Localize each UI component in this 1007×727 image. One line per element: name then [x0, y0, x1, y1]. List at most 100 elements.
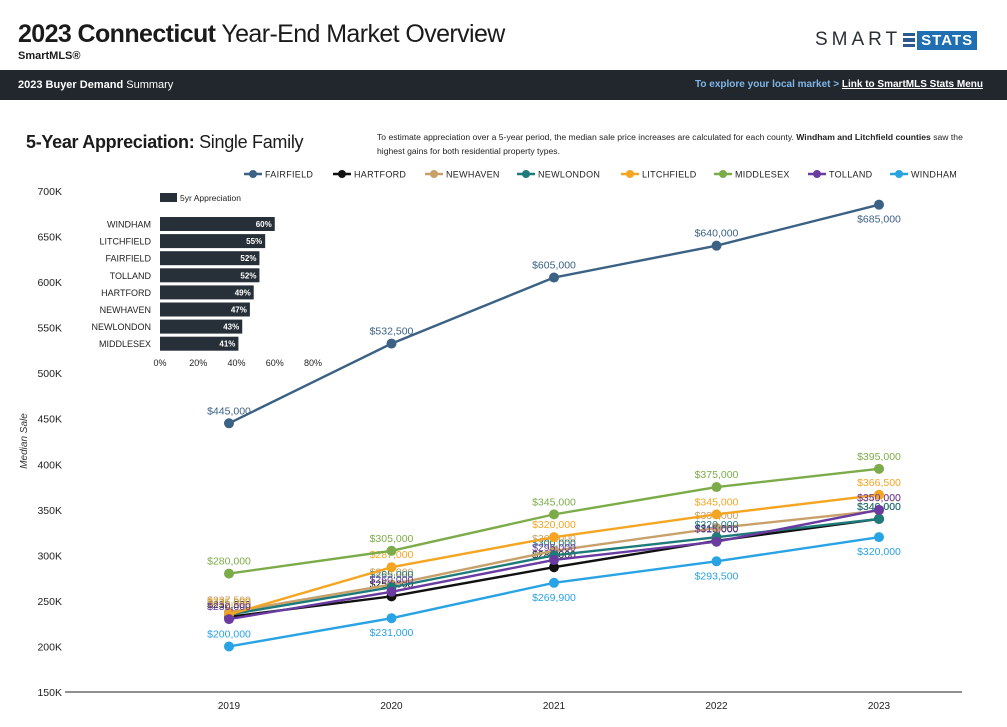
inset-bar [160, 302, 250, 317]
data-label-newhaven: $237,500 [207, 594, 251, 606]
data-label-windham: $231,000 [370, 627, 414, 639]
data-point-windham [549, 577, 559, 588]
nav-section-label: 2023 Buyer Demand Summary [18, 79, 173, 91]
data-label-hartford: $232,500 [207, 599, 251, 611]
data-label-tolland: $260,000 [370, 574, 414, 586]
inset-x-tick-label: 40% [227, 358, 245, 368]
legend-label: TOLLAND [829, 170, 873, 180]
nav-bar: 2023 Buyer Demand Summary To explore you… [0, 70, 1007, 100]
data-point-fairfield [224, 418, 234, 429]
nav-section-bold: 2023 Buyer Demand [18, 79, 124, 91]
inset-legend-swatch [160, 193, 177, 202]
inset-legend-label: 5yr Appreciation [180, 193, 241, 203]
data-label-litchfield: $235,000 [207, 597, 251, 609]
legend-label: NEWLONDON [538, 170, 600, 180]
title-rest: Year-End Market Overview [221, 20, 505, 48]
inset-bar [160, 336, 239, 351]
data-point-middlesex [874, 463, 884, 474]
page-title: 2023 Connecticut Year-End Market Overvie… [18, 20, 505, 49]
data-point-windham [224, 641, 234, 652]
data-point-windham [711, 556, 722, 567]
desc-text: To estimate appreciation over a 5-year p… [377, 132, 794, 142]
page-subtitle: SmartMLS® [18, 50, 81, 62]
inset-bar [160, 319, 243, 334]
appreciation-line-chart: 150K 200K 250K 300K 350K 400K 450K 500K 550K 600K… [19, 170, 962, 712]
legend-label: FAIRFIELD [265, 170, 313, 180]
data-label-fairfield: $605,000 [532, 260, 576, 272]
chart-description: To estimate appreciation over a 5-year p… [377, 130, 977, 158]
data-point-tolland [711, 536, 722, 547]
data-point-middlesex [711, 482, 722, 493]
x-tick-label: 2022 [705, 701, 728, 712]
data-label-newlondon: $235,000 [207, 597, 251, 609]
data-point-middlesex [549, 509, 559, 520]
y-tick-label: 700K [37, 186, 62, 198]
data-label-litchfield: $345,000 [695, 496, 739, 508]
data-label-middlesex: $345,000 [532, 496, 576, 508]
legend-label: NEWHAVEN [446, 170, 500, 180]
inset-bar [160, 234, 266, 249]
legend-swatch-dot [249, 170, 257, 178]
x-tick-label: 2019 [218, 701, 241, 712]
data-label-tolland: $295,000 [532, 542, 576, 554]
data-point-middlesex [386, 545, 397, 556]
inset-bar-value: 55% [246, 237, 262, 246]
inset-bar [160, 268, 260, 283]
y-tick-label: 550K [37, 323, 62, 335]
data-label-tolland: $350,000 [857, 492, 901, 504]
data-label-middlesex: $305,000 [370, 533, 414, 545]
data-label-middlesex: $375,000 [695, 469, 739, 481]
y-tick-label: 250K [37, 596, 62, 608]
inset-bar-value: 52% [240, 271, 256, 280]
title-bold: 2023 Connecticut [18, 20, 216, 48]
inset-category-label: NEWHAVEN [100, 305, 151, 315]
data-point-fairfield [549, 272, 559, 283]
legend-swatch-dot [719, 170, 727, 178]
data-point-tolland [224, 614, 234, 625]
section-title-bold: 5-Year Appreciation: [26, 132, 195, 152]
x-tick-label: 2023 [868, 701, 891, 712]
inset-category-label: FAIRFIELD [105, 254, 151, 264]
smartmls-stats-logo: SMART STATS [815, 29, 978, 50]
x-tick-label: 2020 [380, 701, 403, 712]
data-label-windham: $293,500 [695, 570, 739, 582]
legend-label: LITCHFIELD [642, 170, 697, 180]
stats-menu-link[interactable]: Link to SmartMLS Stats Menu [841, 79, 983, 90]
data-point-tolland [386, 586, 397, 597]
legend-swatch-dot [430, 170, 438, 178]
inset-bar [160, 217, 275, 231]
legend-label: WINDHAM [911, 170, 957, 180]
data-label-litchfield: $366,500 [857, 477, 901, 489]
inset-bar-value: 52% [240, 254, 256, 263]
data-label-fairfield: $445,000 [207, 405, 251, 417]
x-tick-label: 2021 [543, 701, 566, 712]
inset-bar-value: 43% [223, 323, 239, 332]
data-label-litchfield: $320,000 [532, 519, 576, 531]
data-point-tolland [549, 554, 559, 565]
data-label-tolland: $230,000 [207, 601, 251, 613]
data-label-tolland: $315,000 [695, 524, 739, 536]
y-tick-label: 600K [37, 277, 62, 289]
data-label-windham: $200,000 [207, 628, 251, 640]
data-point-litchfield [711, 509, 722, 520]
y-tick-label: 650K [37, 232, 62, 244]
inset-category-label: HARTFORD [101, 288, 151, 298]
logo-stats-text: STATS [917, 30, 978, 50]
y-axis-label: Median Sale [19, 413, 30, 469]
data-label-windham: $320,000 [857, 546, 901, 558]
data-label-middlesex: $280,000 [207, 556, 251, 568]
data-label-windham: $269,900 [532, 592, 576, 604]
explore-text: To explore your local market > [695, 79, 840, 90]
inset-bar-value: 47% [231, 306, 247, 315]
data-point-litchfield [874, 489, 884, 500]
inset-bar-value: 60% [256, 220, 272, 229]
data-point-newhaven [711, 523, 722, 534]
data-point-middlesex [224, 568, 234, 579]
inset-x-tick-label: 60% [266, 358, 284, 368]
legend-swatch-dot [626, 170, 634, 178]
data-point-newlondon [874, 513, 884, 524]
page-header: 2023 Connecticut Year-End Market Overvie… [0, 0, 1007, 70]
inset-x-tick-label: 80% [304, 358, 322, 368]
section-title-rest: Single Family [199, 132, 304, 152]
legend-swatch-dot [813, 170, 821, 178]
